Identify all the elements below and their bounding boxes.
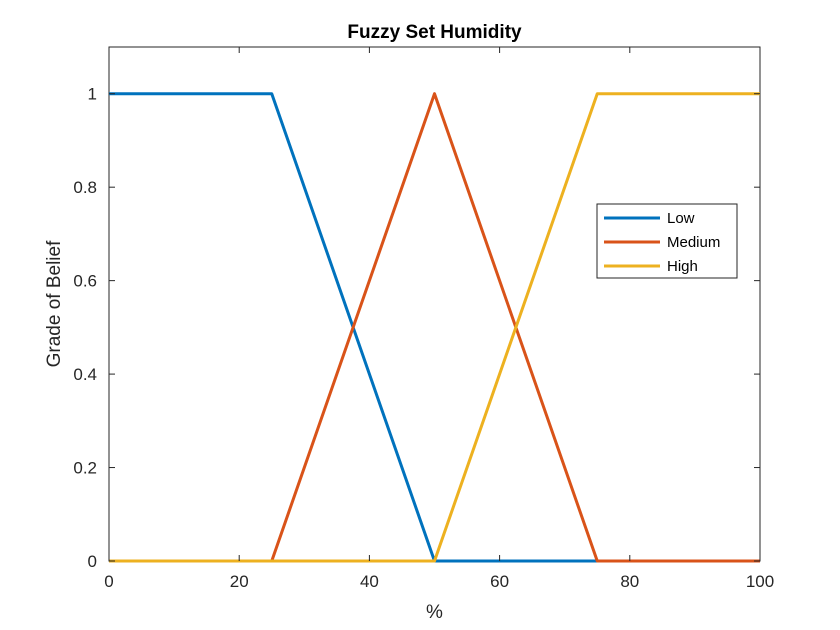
y-axis-title: Grade of Belief [44, 240, 65, 367]
y-tick-label: 0 [88, 552, 97, 571]
x-tick-label: 40 [360, 572, 379, 591]
x-tick-label: 100 [746, 572, 774, 591]
series-layer [109, 92, 760, 563]
y-tick-label: 0.6 [73, 272, 97, 291]
y-tick-label: 0.2 [73, 459, 97, 478]
y-tick-label: 0.8 [73, 178, 97, 197]
legend-label-low: Low [667, 210, 695, 227]
x-tick-label: 20 [230, 572, 249, 591]
x-tick-label: 80 [620, 572, 639, 591]
x-axis-title: % [426, 602, 443, 623]
chart-title: Fuzzy Set Humidity [347, 22, 522, 43]
y-tick-label: 1 [88, 85, 97, 104]
y-tick-label: 0.4 [73, 365, 97, 384]
tick-layer: 0 20 40 60 80 100 0 0.2 0.4 0.6 0.8 1 [73, 47, 774, 591]
x-tick-label: 0 [104, 572, 113, 591]
series-line-high [109, 92, 760, 563]
plot-area: 0 20 40 60 80 100 0 0.2 0.4 0.6 0.8 1 [73, 46, 774, 591]
x-tick-label: 60 [490, 572, 509, 591]
legend-label-medium: Medium [667, 234, 720, 251]
axes-box [108, 46, 761, 562]
legend-label-high: High [667, 258, 698, 275]
legend: Low Medium High [596, 203, 738, 279]
